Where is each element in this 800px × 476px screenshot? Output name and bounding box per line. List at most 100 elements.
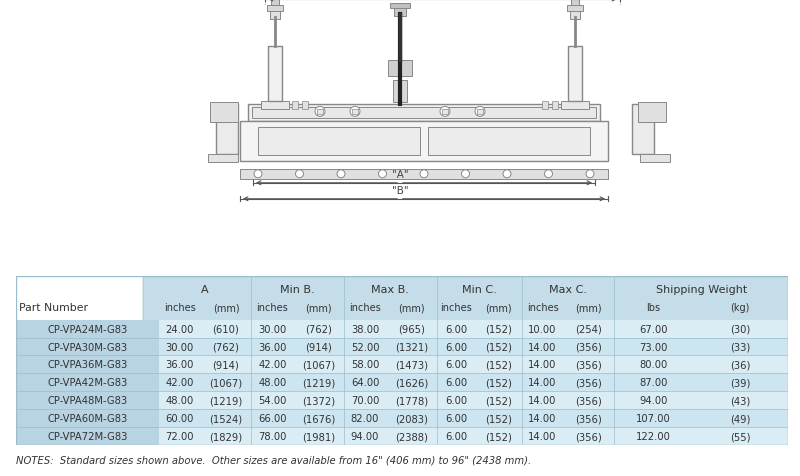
Bar — [159, 307, 788, 320]
Circle shape — [378, 170, 386, 178]
Bar — [302, 102, 308, 109]
Bar — [267, 6, 283, 12]
Text: 122.00: 122.00 — [636, 431, 671, 441]
Text: 107.00: 107.00 — [636, 413, 670, 423]
Bar — [159, 374, 788, 391]
Bar — [352, 110, 358, 115]
Text: (356): (356) — [575, 413, 602, 423]
Bar — [240, 169, 608, 179]
Text: 67.00: 67.00 — [639, 324, 668, 334]
Text: (1067): (1067) — [302, 360, 335, 370]
Text: (356): (356) — [575, 396, 602, 406]
FancyBboxPatch shape — [143, 273, 800, 448]
Text: 38.00: 38.00 — [351, 324, 379, 334]
Text: 94.00: 94.00 — [350, 431, 379, 441]
Text: (mm): (mm) — [213, 303, 239, 313]
Text: 58.00: 58.00 — [350, 360, 379, 370]
Bar — [394, 9, 406, 17]
Bar — [632, 105, 654, 155]
Bar — [640, 155, 670, 162]
Text: (356): (356) — [575, 377, 602, 387]
Bar — [270, 12, 280, 20]
Bar — [159, 391, 788, 409]
Text: 36.00: 36.00 — [166, 360, 194, 370]
Bar — [542, 102, 548, 109]
Bar — [388, 61, 412, 77]
Text: CP-VPA36M-G83: CP-VPA36M-G83 — [47, 360, 127, 370]
Text: (1626): (1626) — [394, 377, 428, 387]
Text: (356): (356) — [575, 342, 602, 352]
Text: 52.00: 52.00 — [350, 342, 379, 352]
Bar — [248, 105, 600, 121]
Circle shape — [295, 170, 303, 178]
Text: (1219): (1219) — [210, 396, 242, 406]
Text: Part Number: Part Number — [19, 303, 88, 313]
Text: CP-VPA24M-G83: CP-VPA24M-G83 — [47, 324, 127, 334]
Text: 64.00: 64.00 — [350, 377, 379, 387]
Text: 42.00: 42.00 — [258, 360, 286, 370]
FancyBboxPatch shape — [143, 273, 800, 323]
Text: 72.00: 72.00 — [166, 431, 194, 441]
Bar — [442, 110, 448, 115]
Text: CP-VPA48M-G83: CP-VPA48M-G83 — [47, 396, 127, 406]
Text: (914): (914) — [306, 342, 332, 352]
Text: 14.00: 14.00 — [528, 431, 557, 441]
Text: 14.00: 14.00 — [528, 342, 557, 352]
Circle shape — [503, 170, 511, 178]
Text: 48.00: 48.00 — [166, 396, 194, 406]
Bar — [390, 4, 410, 9]
Circle shape — [586, 170, 594, 178]
Bar — [567, 6, 583, 12]
Text: 14.00: 14.00 — [528, 396, 557, 406]
Text: (1372): (1372) — [302, 396, 335, 406]
Bar — [159, 338, 788, 356]
Bar — [16, 374, 159, 391]
Bar — [16, 391, 159, 409]
Text: (965): (965) — [398, 324, 425, 334]
Text: CP-VPA60M-G83: CP-VPA60M-G83 — [47, 413, 127, 423]
Bar — [393, 81, 407, 103]
Text: 78.00: 78.00 — [258, 431, 286, 441]
Text: Min B.: Min B. — [281, 284, 315, 294]
Text: 6.00: 6.00 — [445, 324, 467, 334]
Text: 30.00: 30.00 — [258, 324, 286, 334]
Text: (152): (152) — [485, 431, 512, 441]
Circle shape — [337, 170, 345, 178]
Bar — [317, 110, 323, 115]
Text: 42.00: 42.00 — [166, 377, 194, 387]
Bar — [159, 427, 788, 445]
Bar — [16, 356, 159, 374]
Text: (mm): (mm) — [306, 303, 332, 313]
Circle shape — [420, 170, 428, 178]
Text: 80.00: 80.00 — [639, 360, 667, 370]
Text: (43): (43) — [730, 396, 750, 406]
Bar — [570, 12, 580, 20]
Text: Max C.: Max C. — [549, 284, 587, 294]
Bar — [258, 128, 420, 156]
Text: Min C.: Min C. — [462, 284, 497, 294]
Text: NOTES:  Standard sizes shown above.  Other sizes are available from 16" (406 mm): NOTES: Standard sizes shown above. Other… — [16, 455, 531, 464]
Text: 14.00: 14.00 — [528, 413, 557, 423]
Text: 54.00: 54.00 — [258, 396, 286, 406]
Text: (152): (152) — [485, 360, 512, 370]
Bar — [208, 155, 238, 162]
Text: (762): (762) — [305, 324, 332, 334]
Bar — [159, 320, 788, 338]
Bar — [210, 103, 238, 123]
Text: (1981): (1981) — [302, 431, 335, 441]
Text: (49): (49) — [730, 413, 750, 423]
Text: 14.00: 14.00 — [528, 377, 557, 387]
Text: 73.00: 73.00 — [639, 342, 667, 352]
Bar — [292, 102, 298, 109]
Bar — [16, 409, 159, 427]
Bar — [268, 47, 282, 102]
Text: (1676): (1676) — [302, 413, 335, 423]
Text: (30): (30) — [730, 324, 750, 334]
Circle shape — [475, 107, 485, 117]
Text: inches: inches — [349, 303, 381, 313]
Text: (152): (152) — [485, 342, 512, 352]
Text: (254): (254) — [575, 324, 602, 334]
Bar — [271, 0, 279, 6]
Text: 70.00: 70.00 — [350, 396, 379, 406]
Circle shape — [462, 170, 470, 178]
